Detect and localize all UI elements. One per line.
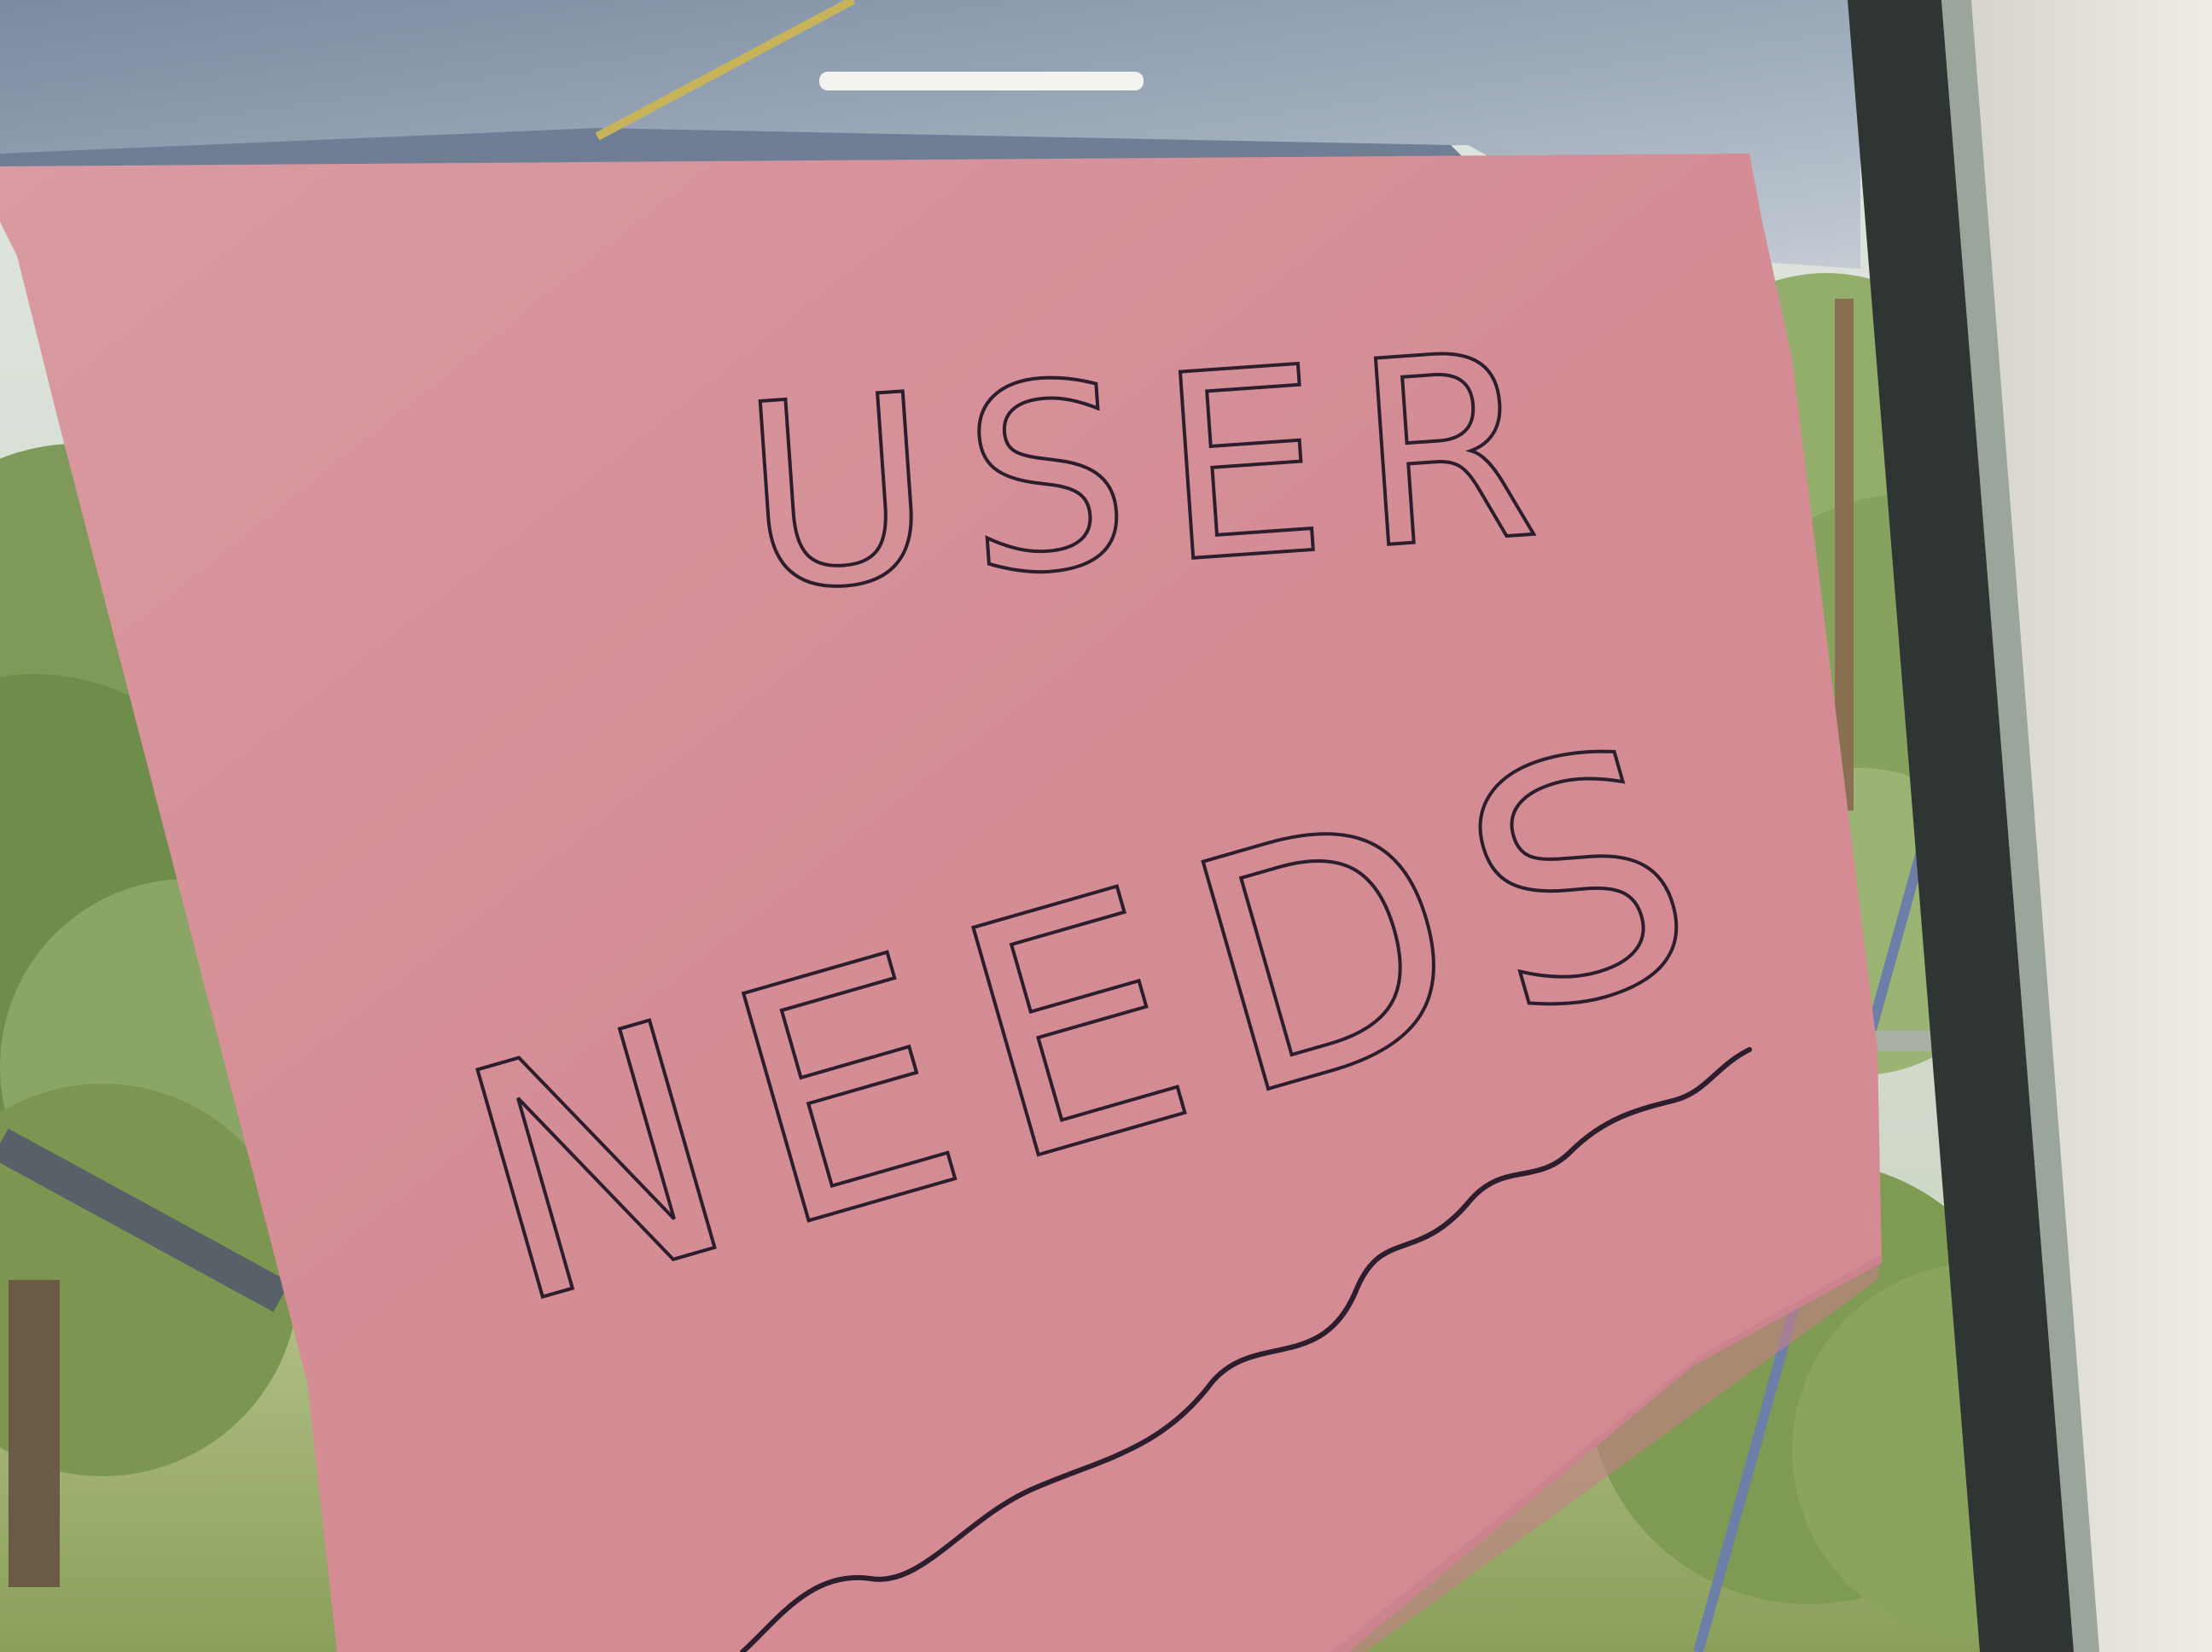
- window-frame: [1848, 0, 2212, 1652]
- sign-line-1: USER: [735, 294, 1580, 649]
- wavy-underline: [740, 1047, 1752, 1652]
- pink-paper-sign: USER NEEDS: [0, 154, 1882, 1652]
